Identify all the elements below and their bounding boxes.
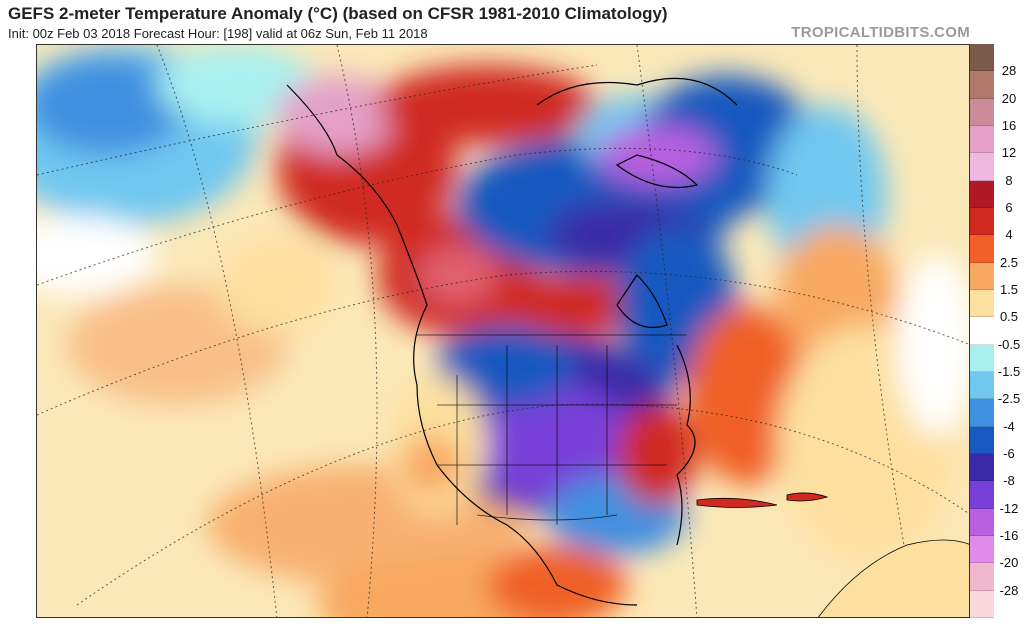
colorbar-bin [970,590,1024,618]
colorbar-bin: 20 [970,71,1024,106]
colorbar-swatch [970,235,994,263]
colorbar-label: 0.5 [999,309,1019,325]
colorbar-swatch [970,399,994,427]
colorbar-bin: -28 [970,563,1024,598]
colorbar-label: -6 [1003,445,1015,461]
colorbar-bin: 12 [970,126,1024,160]
colorbar-legend: 28 20 16 12 8 6 4 2.5 1.5 0.5 -0.5 -1.5 -2.5 -4 -6 -8 -1… [970,44,1024,618]
colorbar-swatch [970,344,994,372]
colorbar-swatch [970,372,994,400]
colorbar-bin: -4 [970,399,1024,434]
political-borders [417,334,687,525]
colorbar-label: 1.5 [999,281,1019,297]
colorbar-bin: -2.5 [970,372,1024,406]
colorbar-swatch [970,153,994,181]
anomaly-map [36,44,970,618]
colorbar-swatch [970,126,994,154]
colorbar-bin: 0.5 [970,290,1024,324]
colorbar-swatch [970,590,994,618]
colorbar-bin: 8 [970,153,1024,188]
colorbar-label: 2.5 [999,254,1019,270]
map-title: GEFS 2-meter Temperature Anomaly (°C) (b… [8,4,668,23]
colorbar-bin: -16 [970,508,1024,543]
colorbar-label: 4 [1005,227,1013,243]
colorbar-swatch [970,508,994,536]
colorbar-label: -4 [1003,418,1015,434]
anomaly-shading [37,45,969,617]
colorbar-label: -28 [999,582,1019,598]
colorbar-swatch [970,180,994,208]
colorbar-bin: 2.5 [970,235,1024,270]
colorbar-label: 12 [1001,145,1017,161]
colorbar-swatch [970,98,994,126]
colorbar-swatch [970,208,994,236]
colorbar-swatch [970,563,994,591]
colorbar-bin: 1.5 [970,262,1024,297]
colorbar-bin: -12 [970,481,1024,516]
colorbar-label: 8 [1005,172,1013,188]
colorbar-bin: 16 [970,98,1024,133]
colorbar-label: -1.5 [997,363,1021,379]
colorbar-label: -0.5 [997,336,1021,352]
colorbar-swatch [970,44,994,72]
colorbar-label: 20 [1001,90,1017,106]
colorbar-swatch [970,262,994,290]
colorbar-bin: -8 [970,454,1024,488]
south-america [818,539,969,617]
colorbar-swatch [970,426,994,454]
brand-watermark: TROPICALTIDBITS.COM [791,24,970,41]
colorbar-swatch [970,71,994,99]
colorbar-label: -2.5 [997,391,1021,407]
colorbar-bin: 4 [970,208,1024,242]
colorbar-bin: -20 [970,536,1024,570]
colorbar-label: -8 [1003,473,1015,489]
colorbar-swatch [970,290,994,318]
colorbar-bin: -1.5 [970,344,1024,379]
colorbar-label: -12 [999,500,1019,516]
colorbar-label: -20 [999,555,1019,571]
colorbar-swatch [970,454,994,482]
colorbar-bin: -6 [970,426,1024,461]
colorbar-bin: 28 [970,44,1024,78]
colorbar-bin: -0.5 [970,317,1024,352]
colorbar-label: 6 [1005,199,1013,215]
colorbar-label: -16 [999,527,1019,543]
coastlines [286,77,738,606]
caribbean-islands [696,492,829,508]
map-subtitle: Init: 00z Feb 03 2018 Forecast Hour: [19… [8,26,428,41]
colorbar-swatch [970,481,994,509]
colorbar-label: 28 [1001,63,1017,79]
colorbar-label: 16 [1001,117,1017,133]
colorbar-swatch [970,536,994,564]
colorbar-bin: 6 [970,180,1024,215]
colorbar-swatch [970,317,994,345]
map-canvas [37,45,969,617]
